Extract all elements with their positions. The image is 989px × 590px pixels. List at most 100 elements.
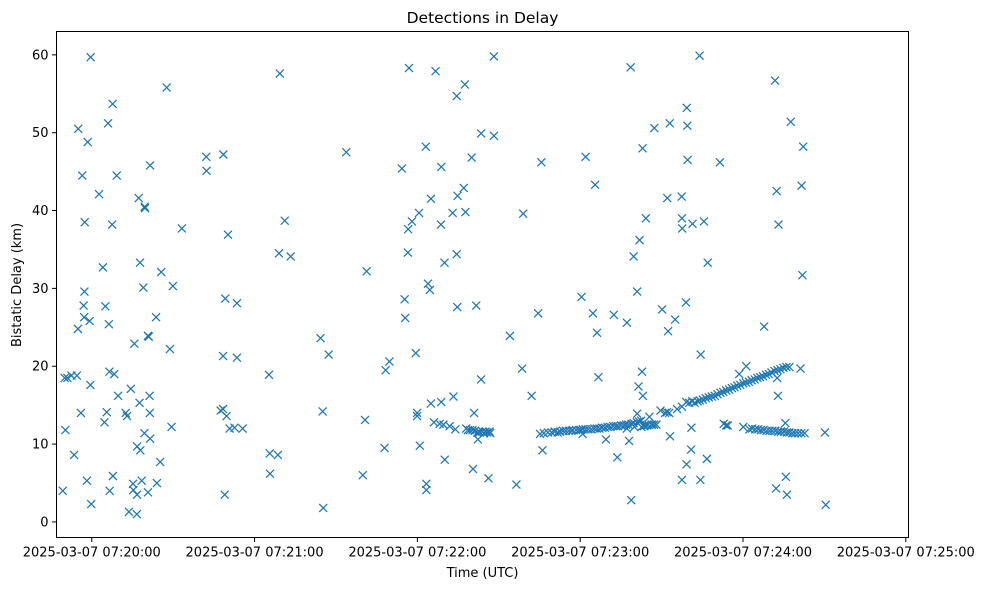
data-point <box>644 412 654 422</box>
data-point <box>126 384 136 394</box>
data-point <box>527 391 537 401</box>
data-point <box>103 118 113 128</box>
data-point <box>467 153 477 163</box>
data-point <box>134 193 144 203</box>
y-tick-label: 30 <box>32 282 49 297</box>
plot-area-frame <box>56 31 909 538</box>
data-point <box>264 370 274 380</box>
data-point <box>107 220 117 229</box>
data-point <box>638 391 648 401</box>
data-point <box>431 66 441 76</box>
data-point <box>265 469 275 479</box>
data-point <box>104 367 114 377</box>
data-point <box>695 475 705 485</box>
data-point <box>741 361 751 371</box>
data-point <box>782 490 792 500</box>
data-point <box>80 217 90 227</box>
y-tick-label: 20 <box>32 360 49 375</box>
data-point <box>660 408 670 418</box>
data-point <box>102 407 112 417</box>
data-point <box>716 388 725 398</box>
data-point <box>145 408 155 418</box>
data-point <box>471 301 481 310</box>
data-point <box>79 312 89 322</box>
data-point <box>649 420 659 430</box>
data-point <box>425 285 435 295</box>
data-point <box>629 252 639 261</box>
data-point <box>414 208 424 218</box>
y-axis-ticks: 0 10 20 30 40 50 60 <box>32 48 57 530</box>
data-point <box>632 287 642 296</box>
y-axis-label: Bistatic Delay (km) <box>10 223 25 347</box>
chart-title: Detections in Delay <box>407 9 559 27</box>
data-point <box>469 408 479 418</box>
data-point <box>786 117 796 127</box>
data-point <box>80 287 89 296</box>
data-point <box>511 480 521 490</box>
data-point <box>774 220 783 229</box>
data-point <box>485 427 494 437</box>
data-point <box>275 69 285 78</box>
data-point <box>76 408 86 418</box>
data-point <box>140 203 150 213</box>
data-point <box>665 431 675 441</box>
data-point <box>533 308 543 318</box>
data-point <box>701 393 711 403</box>
data-point <box>86 499 96 509</box>
data-point <box>403 248 413 258</box>
data-point <box>590 180 600 190</box>
data-point <box>664 408 674 418</box>
data-point <box>682 103 692 113</box>
data-point <box>686 445 696 454</box>
data-point <box>707 392 717 402</box>
data-point <box>820 427 830 437</box>
data-point <box>129 339 139 349</box>
data-point <box>634 382 643 391</box>
x-tick-label: 2025-03-07 07:21:00 <box>186 546 324 561</box>
data-point <box>104 319 114 329</box>
data-point <box>744 377 754 387</box>
data-point <box>400 294 410 304</box>
data-point <box>108 99 118 109</box>
data-point <box>686 423 696 433</box>
data-point <box>677 213 687 223</box>
data-point <box>453 191 462 201</box>
data-point <box>168 281 178 291</box>
data-point <box>688 219 697 229</box>
data-point <box>218 150 228 159</box>
data-point <box>635 235 645 245</box>
data-point <box>77 171 87 180</box>
data-point <box>137 476 147 486</box>
data-point <box>656 406 665 416</box>
data-point <box>124 507 134 517</box>
data-point <box>411 348 421 358</box>
data-point <box>404 63 414 73</box>
data-point <box>624 420 633 430</box>
scatter-points <box>58 51 831 519</box>
data-point <box>592 328 602 338</box>
data-point <box>318 406 328 416</box>
data-point <box>781 472 791 482</box>
data-point <box>750 375 760 384</box>
data-point <box>649 123 659 133</box>
data-point <box>397 164 407 173</box>
data-point <box>273 450 283 460</box>
data-point <box>113 391 123 401</box>
data-point <box>476 129 486 138</box>
data-point <box>581 152 591 162</box>
data-point <box>82 476 92 486</box>
data-point <box>484 473 493 483</box>
data-point <box>324 350 334 360</box>
data-point <box>362 266 372 276</box>
y-tick-label: 40 <box>32 204 49 219</box>
data-point <box>132 509 142 519</box>
data-point <box>60 373 70 383</box>
data-point <box>764 369 774 379</box>
data-point <box>436 397 446 407</box>
data-point <box>609 310 619 320</box>
data-point <box>588 308 598 318</box>
data-point <box>723 420 733 430</box>
data-point <box>412 411 422 421</box>
data-point <box>626 495 636 505</box>
